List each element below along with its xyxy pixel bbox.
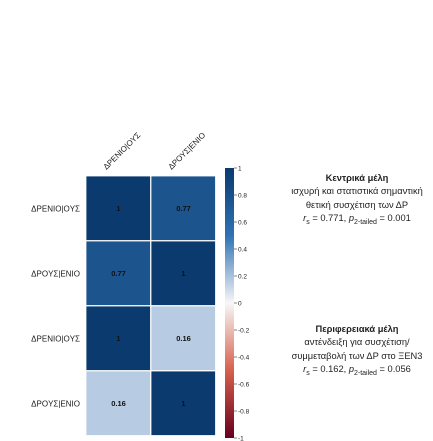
p-subscript: 2-tailed xyxy=(353,369,377,377)
p-subscript: 2-tailed xyxy=(353,218,377,226)
heatmap-cell xyxy=(85,240,151,306)
panel-title: Περιφερειακά μέλη xyxy=(315,324,399,334)
colorbar-tick-label: 1 xyxy=(238,166,242,173)
panel-statistic: rs = 0.162, p2-tailed = 0.056 xyxy=(282,363,432,380)
column-labels: ΔPΕΝΙΟ|ΟΥΣ ΔPΟΥΣ|ΕΝΙΟ xyxy=(102,131,208,172)
spearman-r-value: = 0.162, xyxy=(309,363,349,374)
heatmap-cell xyxy=(85,305,151,371)
cell-value-label: 0.77 xyxy=(176,204,191,213)
colorbar-tick-label: -0.6 xyxy=(238,382,250,389)
spearman-r-label: r xyxy=(303,212,307,223)
spearman-r-subscript: s xyxy=(306,369,310,377)
colorbar-tick-label: 0.6 xyxy=(238,220,247,227)
colorbar-tick-label: 0.2 xyxy=(238,274,247,281)
panel-description-line: ισχυρή και στατιστικά σημαντική xyxy=(291,186,423,197)
heatmap-1: 1 0.77 0.77 1 ΔPENIO|OYΣ ΔPOYΣ|ENIO xyxy=(31,175,216,306)
heatmap-cell xyxy=(85,370,151,436)
colorbar-tick-label: -0.8 xyxy=(238,409,250,416)
p-value: = 0.001 xyxy=(376,212,411,223)
heatmap-cell xyxy=(150,370,216,436)
column-label: ΔPΟΥΣ|ΕΝΙΟ xyxy=(167,131,208,172)
cell-value-label: 1 xyxy=(116,334,120,343)
cell-value-label: 1 xyxy=(181,269,185,278)
panel-description-line: συμμεταβολή των ΔP στο ΞΕΝ3 xyxy=(291,350,423,361)
spearman-r-value: = 0.771, xyxy=(309,212,349,223)
row-label: ΔPOYΣ|ENIO xyxy=(31,400,80,409)
colorbar-gradient xyxy=(225,168,234,438)
core-members-annotation: Κεντρικά μέλη ισχυρή και στατιστικά σημα… xyxy=(282,172,432,229)
cell-value-label: 1 xyxy=(181,399,185,408)
heatmap-cell xyxy=(150,305,216,371)
peripheral-members-annotation: Περιφερειακά μέλη αντένδειξη για συσχέτι… xyxy=(282,323,432,380)
colorbar-tick-label: 0.8 xyxy=(238,193,247,200)
p-label: p xyxy=(348,363,354,374)
row-label: ΔPOYΣ|ENIO xyxy=(31,270,80,279)
cell-value-label: 0.77 xyxy=(111,269,126,278)
heatmap-2: 1 0.16 0.16 1 ΔPENIO|OYΣ ΔPOYΣ|ENIO xyxy=(31,305,216,436)
column-label: ΔPΕΝΙΟ|ΟΥΣ xyxy=(102,131,143,172)
colorbar-tick-label: -0.4 xyxy=(238,355,250,362)
colorbar: 1 0.8 0.6 0.4 0.2 0 -0.2 -0.4 -0.6 -0.8 -1 xyxy=(225,166,250,441)
colorbar-tick-label: 0 xyxy=(238,301,242,308)
heatmap-cell xyxy=(85,175,151,241)
colorbar-tick-label: 0.4 xyxy=(238,247,247,254)
row-label: ΔPENIO|OYΣ xyxy=(31,205,80,214)
cell-value-label: 0.16 xyxy=(111,399,126,408)
row-label: ΔPENIO|OYΣ xyxy=(31,335,80,344)
panel-title: Κεντρικά μέλη xyxy=(325,173,389,183)
spearman-r-subscript: s xyxy=(306,218,310,226)
p-value: = 0.056 xyxy=(376,363,411,374)
heatmap-cell xyxy=(150,240,216,306)
colorbar-tick-label: -0.2 xyxy=(238,328,250,335)
cell-value-label: 1 xyxy=(116,204,120,213)
colorbar-tick-label: -1 xyxy=(238,436,244,441)
panel-description-line: αντένδειξη για συσχέτιση/ xyxy=(304,337,410,348)
heatmap-cell xyxy=(150,175,216,241)
p-label: p xyxy=(348,212,354,223)
cell-value-label: 0.16 xyxy=(176,334,191,343)
panel-statistic: rs = 0.771, p2-tailed = 0.001 xyxy=(282,212,432,229)
panel-description-line: θετική συσχέτιση των ΔP xyxy=(305,199,409,210)
spearman-r-label: r xyxy=(303,363,307,374)
